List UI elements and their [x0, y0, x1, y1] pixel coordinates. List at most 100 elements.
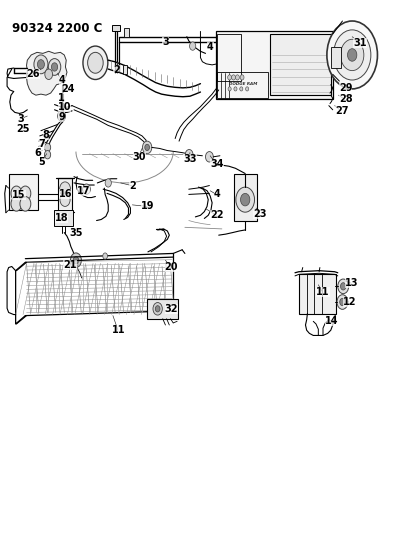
Circle shape [189, 42, 196, 50]
Text: 18: 18 [55, 213, 68, 223]
Bar [233, 174, 257, 221]
Circle shape [338, 279, 349, 294]
Circle shape [60, 182, 71, 197]
Circle shape [48, 59, 61, 75]
Circle shape [240, 75, 244, 80]
Text: 32: 32 [164, 304, 178, 314]
Text: 30: 30 [133, 152, 146, 162]
Text: 19: 19 [141, 201, 155, 212]
Circle shape [327, 21, 378, 89]
Text: 24: 24 [62, 84, 75, 94]
Bar [217, 72, 268, 98]
Circle shape [11, 197, 22, 211]
Bar [58, 177, 72, 212]
Circle shape [88, 52, 103, 73]
Circle shape [105, 179, 111, 187]
Circle shape [153, 303, 162, 315]
Bar [299, 274, 336, 313]
Text: 4: 4 [207, 42, 214, 52]
Bar [54, 210, 73, 226]
Circle shape [241, 193, 250, 206]
Text: 12: 12 [343, 297, 356, 307]
Text: 29: 29 [339, 83, 352, 93]
Bar [217, 34, 241, 81]
Circle shape [45, 69, 52, 79]
Circle shape [58, 111, 66, 122]
Text: 17: 17 [77, 186, 91, 196]
Circle shape [227, 75, 231, 80]
Text: 6: 6 [35, 148, 42, 158]
Circle shape [341, 282, 346, 290]
Bar [112, 25, 120, 31]
Text: 22: 22 [210, 211, 224, 220]
Text: 25: 25 [17, 124, 30, 134]
Circle shape [83, 184, 91, 195]
Circle shape [341, 39, 364, 71]
Polygon shape [27, 51, 67, 95]
Text: 16: 16 [59, 189, 72, 199]
Circle shape [71, 253, 81, 268]
Circle shape [235, 75, 239, 80]
Circle shape [143, 141, 152, 154]
Bar [124, 28, 129, 37]
Text: 2: 2 [114, 64, 120, 75]
Circle shape [103, 253, 108, 259]
Text: 31: 31 [353, 38, 367, 48]
Circle shape [337, 295, 348, 309]
Bar [270, 34, 331, 95]
Bar [147, 299, 178, 319]
Text: 11: 11 [112, 325, 125, 335]
Circle shape [20, 197, 31, 211]
Text: 21: 21 [64, 261, 77, 270]
Circle shape [44, 143, 51, 151]
Text: 14: 14 [325, 317, 338, 326]
Text: 4: 4 [59, 75, 66, 85]
Circle shape [340, 298, 345, 306]
Bar [216, 31, 333, 99]
Text: 23: 23 [253, 209, 267, 219]
Circle shape [83, 46, 108, 79]
Circle shape [52, 63, 58, 71]
Bar [123, 65, 127, 74]
Text: 33: 33 [183, 154, 197, 164]
Text: 8: 8 [42, 130, 49, 140]
Text: 11: 11 [316, 287, 330, 296]
Text: 5: 5 [39, 157, 46, 167]
Circle shape [234, 87, 237, 91]
Circle shape [246, 87, 249, 91]
Circle shape [11, 186, 22, 201]
Text: 28: 28 [339, 94, 353, 104]
Circle shape [206, 151, 213, 162]
Text: 9: 9 [58, 111, 65, 122]
Text: 35: 35 [69, 228, 83, 238]
Circle shape [240, 87, 243, 91]
Text: 27: 27 [335, 106, 349, 116]
Circle shape [145, 144, 150, 150]
Text: 3: 3 [17, 114, 24, 124]
Text: 10: 10 [58, 102, 71, 112]
Circle shape [44, 150, 51, 159]
Bar [9, 174, 38, 210]
Text: 7: 7 [39, 139, 46, 149]
Circle shape [73, 256, 79, 264]
Circle shape [228, 87, 231, 91]
Text: 2: 2 [129, 181, 136, 190]
Circle shape [34, 55, 48, 74]
Text: 1: 1 [58, 93, 65, 103]
Bar [331, 47, 341, 68]
Circle shape [60, 193, 70, 206]
Circle shape [60, 114, 64, 119]
Text: 15: 15 [12, 190, 25, 200]
Circle shape [37, 60, 44, 69]
Circle shape [231, 75, 235, 80]
Circle shape [236, 187, 254, 212]
Text: 20: 20 [164, 262, 178, 271]
Circle shape [20, 186, 31, 201]
Text: 90324 2200 C: 90324 2200 C [12, 22, 102, 35]
Circle shape [155, 306, 160, 312]
Circle shape [333, 30, 371, 80]
Text: 4: 4 [214, 189, 221, 199]
Text: 34: 34 [210, 159, 224, 169]
Circle shape [347, 49, 357, 61]
Circle shape [185, 149, 193, 160]
